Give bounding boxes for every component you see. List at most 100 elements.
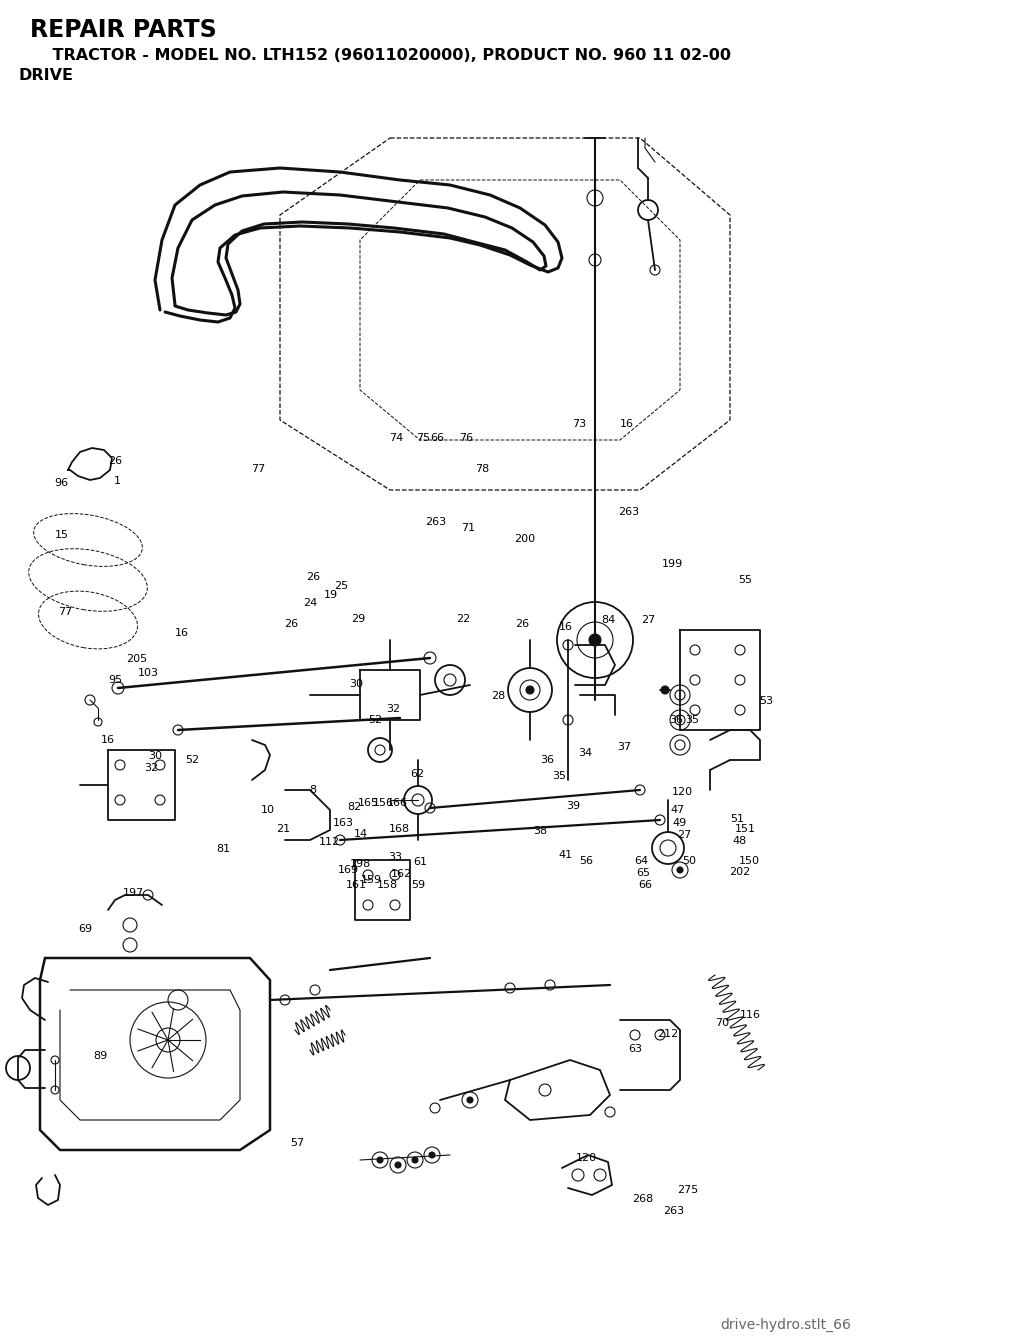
Text: 263: 263 bbox=[618, 506, 639, 517]
Text: 29: 29 bbox=[351, 614, 366, 624]
Text: 53: 53 bbox=[759, 696, 773, 706]
Text: 1: 1 bbox=[115, 475, 121, 486]
Text: 69: 69 bbox=[78, 924, 92, 935]
Text: 28: 28 bbox=[492, 690, 506, 701]
Text: 77: 77 bbox=[58, 607, 73, 618]
Text: 275: 275 bbox=[678, 1185, 698, 1195]
Text: 35: 35 bbox=[552, 771, 566, 782]
Text: drive-hydro.stlt_66: drive-hydro.stlt_66 bbox=[720, 1317, 851, 1332]
Text: 156: 156 bbox=[373, 798, 393, 808]
Text: 62: 62 bbox=[411, 768, 425, 779]
Text: 26: 26 bbox=[284, 619, 298, 630]
Text: 27: 27 bbox=[641, 615, 655, 626]
Text: 112: 112 bbox=[319, 837, 340, 847]
Text: 199: 199 bbox=[663, 559, 683, 569]
Text: 27: 27 bbox=[677, 830, 691, 841]
Text: TRACTOR - MODEL NO. LTH152 (96011020000), PRODUCT NO. 960 11 02-00: TRACTOR - MODEL NO. LTH152 (96011020000)… bbox=[30, 48, 731, 63]
Text: 197: 197 bbox=[123, 888, 143, 898]
Text: 35: 35 bbox=[685, 714, 699, 725]
Text: 39: 39 bbox=[566, 800, 581, 811]
Text: 26: 26 bbox=[108, 455, 122, 466]
Text: 81: 81 bbox=[216, 843, 230, 854]
Text: 33: 33 bbox=[388, 851, 402, 862]
Circle shape bbox=[429, 1152, 435, 1158]
Circle shape bbox=[677, 868, 683, 873]
Text: 47: 47 bbox=[671, 804, 685, 815]
Text: 36: 36 bbox=[669, 714, 683, 725]
Text: 49: 49 bbox=[673, 818, 687, 829]
Text: 66: 66 bbox=[638, 880, 652, 890]
Text: 163: 163 bbox=[333, 818, 353, 829]
Text: 26: 26 bbox=[515, 619, 529, 630]
Text: 30: 30 bbox=[349, 678, 364, 689]
Text: 159: 159 bbox=[361, 874, 382, 885]
Text: 22: 22 bbox=[456, 614, 470, 624]
Text: 66: 66 bbox=[430, 432, 444, 443]
Text: 21: 21 bbox=[276, 823, 291, 834]
Text: DRIVE: DRIVE bbox=[18, 68, 73, 83]
Text: 166: 166 bbox=[387, 798, 408, 808]
Text: 26: 26 bbox=[306, 572, 321, 583]
Text: 55: 55 bbox=[738, 575, 753, 586]
Text: 65: 65 bbox=[636, 868, 650, 878]
Text: 16: 16 bbox=[620, 419, 634, 430]
Text: 162: 162 bbox=[391, 869, 412, 880]
Text: 165: 165 bbox=[358, 798, 379, 808]
Text: 24: 24 bbox=[303, 598, 317, 608]
Text: 212: 212 bbox=[657, 1029, 678, 1039]
Text: REPAIR PARTS: REPAIR PARTS bbox=[30, 17, 217, 42]
Text: 120: 120 bbox=[577, 1152, 597, 1163]
Text: 77: 77 bbox=[251, 463, 265, 474]
Text: 32: 32 bbox=[386, 704, 400, 714]
Text: 263: 263 bbox=[664, 1206, 684, 1217]
Text: 151: 151 bbox=[735, 823, 756, 834]
Text: 10: 10 bbox=[261, 804, 275, 815]
Text: 56: 56 bbox=[579, 855, 593, 866]
Text: 37: 37 bbox=[617, 741, 632, 752]
Text: 75: 75 bbox=[416, 432, 430, 443]
Text: 32: 32 bbox=[144, 763, 159, 774]
Text: 8: 8 bbox=[309, 784, 315, 795]
Text: 103: 103 bbox=[138, 667, 159, 678]
Text: 19: 19 bbox=[324, 590, 338, 600]
Text: 16: 16 bbox=[100, 735, 115, 745]
Text: 59: 59 bbox=[411, 880, 425, 890]
Text: 202: 202 bbox=[729, 866, 750, 877]
Text: 205: 205 bbox=[126, 654, 146, 665]
Circle shape bbox=[526, 686, 534, 694]
Text: 70: 70 bbox=[715, 1018, 729, 1029]
Text: 73: 73 bbox=[572, 419, 587, 430]
Text: 76: 76 bbox=[459, 432, 473, 443]
Text: 34: 34 bbox=[579, 748, 593, 759]
Text: 14: 14 bbox=[353, 829, 368, 839]
Text: 200: 200 bbox=[514, 533, 535, 544]
Circle shape bbox=[395, 1162, 401, 1168]
Text: 161: 161 bbox=[346, 880, 367, 890]
Text: 16: 16 bbox=[175, 627, 189, 638]
Text: 198: 198 bbox=[350, 858, 371, 869]
Text: 116: 116 bbox=[740, 1010, 761, 1021]
Text: 36: 36 bbox=[540, 755, 554, 766]
Text: 63: 63 bbox=[628, 1044, 642, 1054]
Text: 25: 25 bbox=[334, 580, 348, 591]
Text: 64: 64 bbox=[634, 855, 648, 866]
Text: 78: 78 bbox=[475, 463, 489, 474]
Circle shape bbox=[412, 1158, 418, 1163]
Text: 15: 15 bbox=[54, 529, 69, 540]
Text: 150: 150 bbox=[739, 855, 760, 866]
Circle shape bbox=[589, 634, 601, 646]
Text: 168: 168 bbox=[389, 823, 410, 834]
Circle shape bbox=[467, 1097, 473, 1103]
Text: 169: 169 bbox=[338, 865, 358, 876]
Text: 50: 50 bbox=[682, 855, 696, 866]
Text: 51: 51 bbox=[730, 814, 744, 825]
Text: 38: 38 bbox=[534, 826, 548, 837]
Text: 74: 74 bbox=[389, 432, 403, 443]
Text: 95: 95 bbox=[109, 674, 123, 685]
Text: 96: 96 bbox=[54, 478, 69, 489]
Text: 89: 89 bbox=[93, 1050, 108, 1061]
Text: 158: 158 bbox=[377, 880, 397, 890]
Text: 268: 268 bbox=[633, 1194, 653, 1205]
Text: 41: 41 bbox=[558, 850, 572, 861]
Text: 82: 82 bbox=[347, 802, 361, 813]
